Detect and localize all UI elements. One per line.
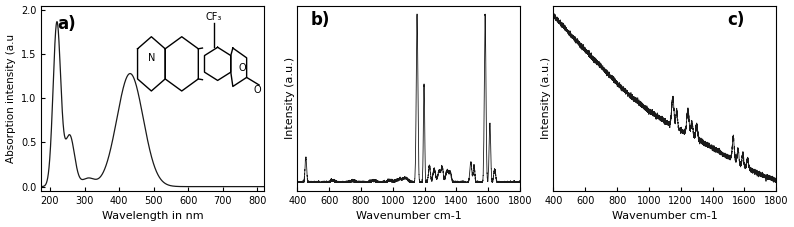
- Y-axis label: Intensity (a.u.): Intensity (a.u.): [284, 57, 295, 139]
- X-axis label: Wavenumber cm-1: Wavenumber cm-1: [356, 211, 461, 222]
- X-axis label: Wavenumber cm-1: Wavenumber cm-1: [612, 211, 718, 222]
- Text: c): c): [727, 11, 745, 29]
- X-axis label: Wavelength in nm: Wavelength in nm: [102, 211, 203, 222]
- Y-axis label: Absorption intensity (a.u: Absorption intensity (a.u: [6, 34, 16, 163]
- Y-axis label: Intensity (a.u.): Intensity (a.u.): [541, 57, 551, 139]
- Text: a): a): [57, 15, 75, 33]
- Text: b): b): [310, 11, 330, 29]
